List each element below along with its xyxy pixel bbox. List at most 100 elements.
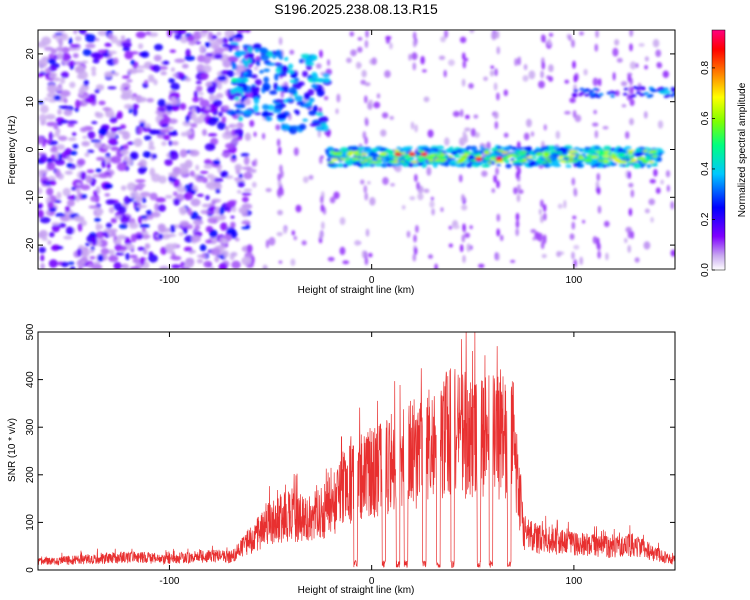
heatmap-cell <box>627 161 634 164</box>
heatmap-cell <box>261 132 266 140</box>
heatmap-cell <box>656 62 662 67</box>
heatmap-cell <box>243 59 249 68</box>
heatmap-cell <box>251 59 256 64</box>
heatmap-cell <box>547 160 552 164</box>
heatmap-cell <box>520 153 527 157</box>
heatmap-cell <box>644 208 650 214</box>
heatmap-cell <box>276 138 281 147</box>
heatmap-cell <box>80 194 88 199</box>
heatmap-cell <box>211 198 222 203</box>
heatmap-cell <box>263 76 270 83</box>
heatmap-cell <box>196 193 204 198</box>
heatmap-cell <box>404 154 410 158</box>
heatmap-cell <box>200 30 210 33</box>
heatmap-cell <box>164 158 173 166</box>
heatmap-cell <box>390 183 395 187</box>
heatmap-cell <box>368 99 373 104</box>
heatmap-cell <box>409 196 416 201</box>
heatmap-cell <box>107 86 117 90</box>
heatmap-cell <box>275 49 283 58</box>
heatmap-cell <box>365 228 370 237</box>
heatmap-cell <box>53 95 62 101</box>
heatmap-cell <box>68 158 74 163</box>
heatmap-cell <box>483 76 488 82</box>
heatmap-cell <box>333 191 340 200</box>
heatmap-cell <box>57 153 63 161</box>
heatmap-cell <box>61 52 71 62</box>
heatmap-cell <box>224 130 231 136</box>
heatmap-cell <box>40 104 49 114</box>
heatmap-cell <box>140 215 148 219</box>
heatmap-cell <box>228 94 236 101</box>
heatmap-cell <box>385 36 392 40</box>
heatmap-cell <box>540 199 544 208</box>
heatmap-cell <box>352 159 357 163</box>
heatmap-cell <box>38 172 43 178</box>
heatmap-cell <box>326 158 332 163</box>
heatmap-cell <box>69 44 81 48</box>
heatmap-cell <box>532 236 536 241</box>
heatmap-cell <box>516 146 525 150</box>
heatmap-cell <box>139 256 145 266</box>
heatmap-cell <box>241 221 251 225</box>
heatmap-cell <box>515 228 519 237</box>
heatmap-cell <box>253 97 260 105</box>
heatmap-cell <box>413 247 418 256</box>
heatmap-cell <box>148 140 154 148</box>
heatmap-cell <box>630 155 635 158</box>
heatmap-cell <box>435 145 445 150</box>
heatmap-cell <box>559 154 564 158</box>
heatmap-cell <box>418 159 423 163</box>
heatmap-cell <box>170 96 176 101</box>
heatmap-cell <box>290 73 297 79</box>
heatmap-cell <box>410 153 414 156</box>
heatmap-cell <box>372 148 378 153</box>
heatmap-cell <box>493 111 499 120</box>
heatmap-cell <box>294 77 300 82</box>
heatmap-cell <box>461 234 466 243</box>
heatmap-cell <box>179 163 188 168</box>
heatmap-cell <box>374 163 382 167</box>
heatmap-cell <box>84 152 90 158</box>
heatmap-cell <box>202 128 207 136</box>
heatmap-cell <box>163 134 171 141</box>
heatmap-cell <box>638 43 645 47</box>
heatmap-cell <box>196 254 208 258</box>
heatmap-cell <box>247 46 253 53</box>
heatmap-cell <box>228 56 239 63</box>
heatmap-cell <box>376 93 381 99</box>
heatmap-cell <box>214 256 220 263</box>
heatmap-cell <box>241 95 248 101</box>
heatmap-cell <box>146 97 154 103</box>
heatmap-cell <box>50 48 57 55</box>
heatmap-cell <box>342 260 350 265</box>
heatmap-cell <box>140 51 150 58</box>
heatmap-cell <box>538 208 542 216</box>
heatmap-cell <box>273 82 279 91</box>
heatmap-cell <box>496 228 500 237</box>
heatmap-cell <box>610 94 616 98</box>
heatmap-cell <box>516 194 521 203</box>
heatmap-cell <box>569 150 574 153</box>
heatmap-cell <box>544 158 551 161</box>
heatmap-cell <box>440 36 446 43</box>
heatmap-cell <box>497 157 501 161</box>
heatmap-cell <box>236 190 242 194</box>
heatmap-cell <box>142 126 152 133</box>
heatmap-cell <box>626 162 635 166</box>
heatmap-cell <box>595 30 599 38</box>
heatmap-cell <box>443 30 449 39</box>
heatmap-cell <box>53 86 64 92</box>
heatmap-cell <box>543 212 547 221</box>
heatmap-cell <box>184 55 196 61</box>
heatmap-cell <box>336 151 343 154</box>
heatmap-cell <box>109 116 118 124</box>
heatmap-cell <box>323 96 329 101</box>
heatmap-cell <box>83 79 89 87</box>
heatmap-cell <box>202 64 212 73</box>
heatmap-cell <box>120 185 127 191</box>
heatmap-cell <box>75 194 80 203</box>
heatmap-cell <box>195 176 205 183</box>
heatmap-cell <box>135 31 146 39</box>
